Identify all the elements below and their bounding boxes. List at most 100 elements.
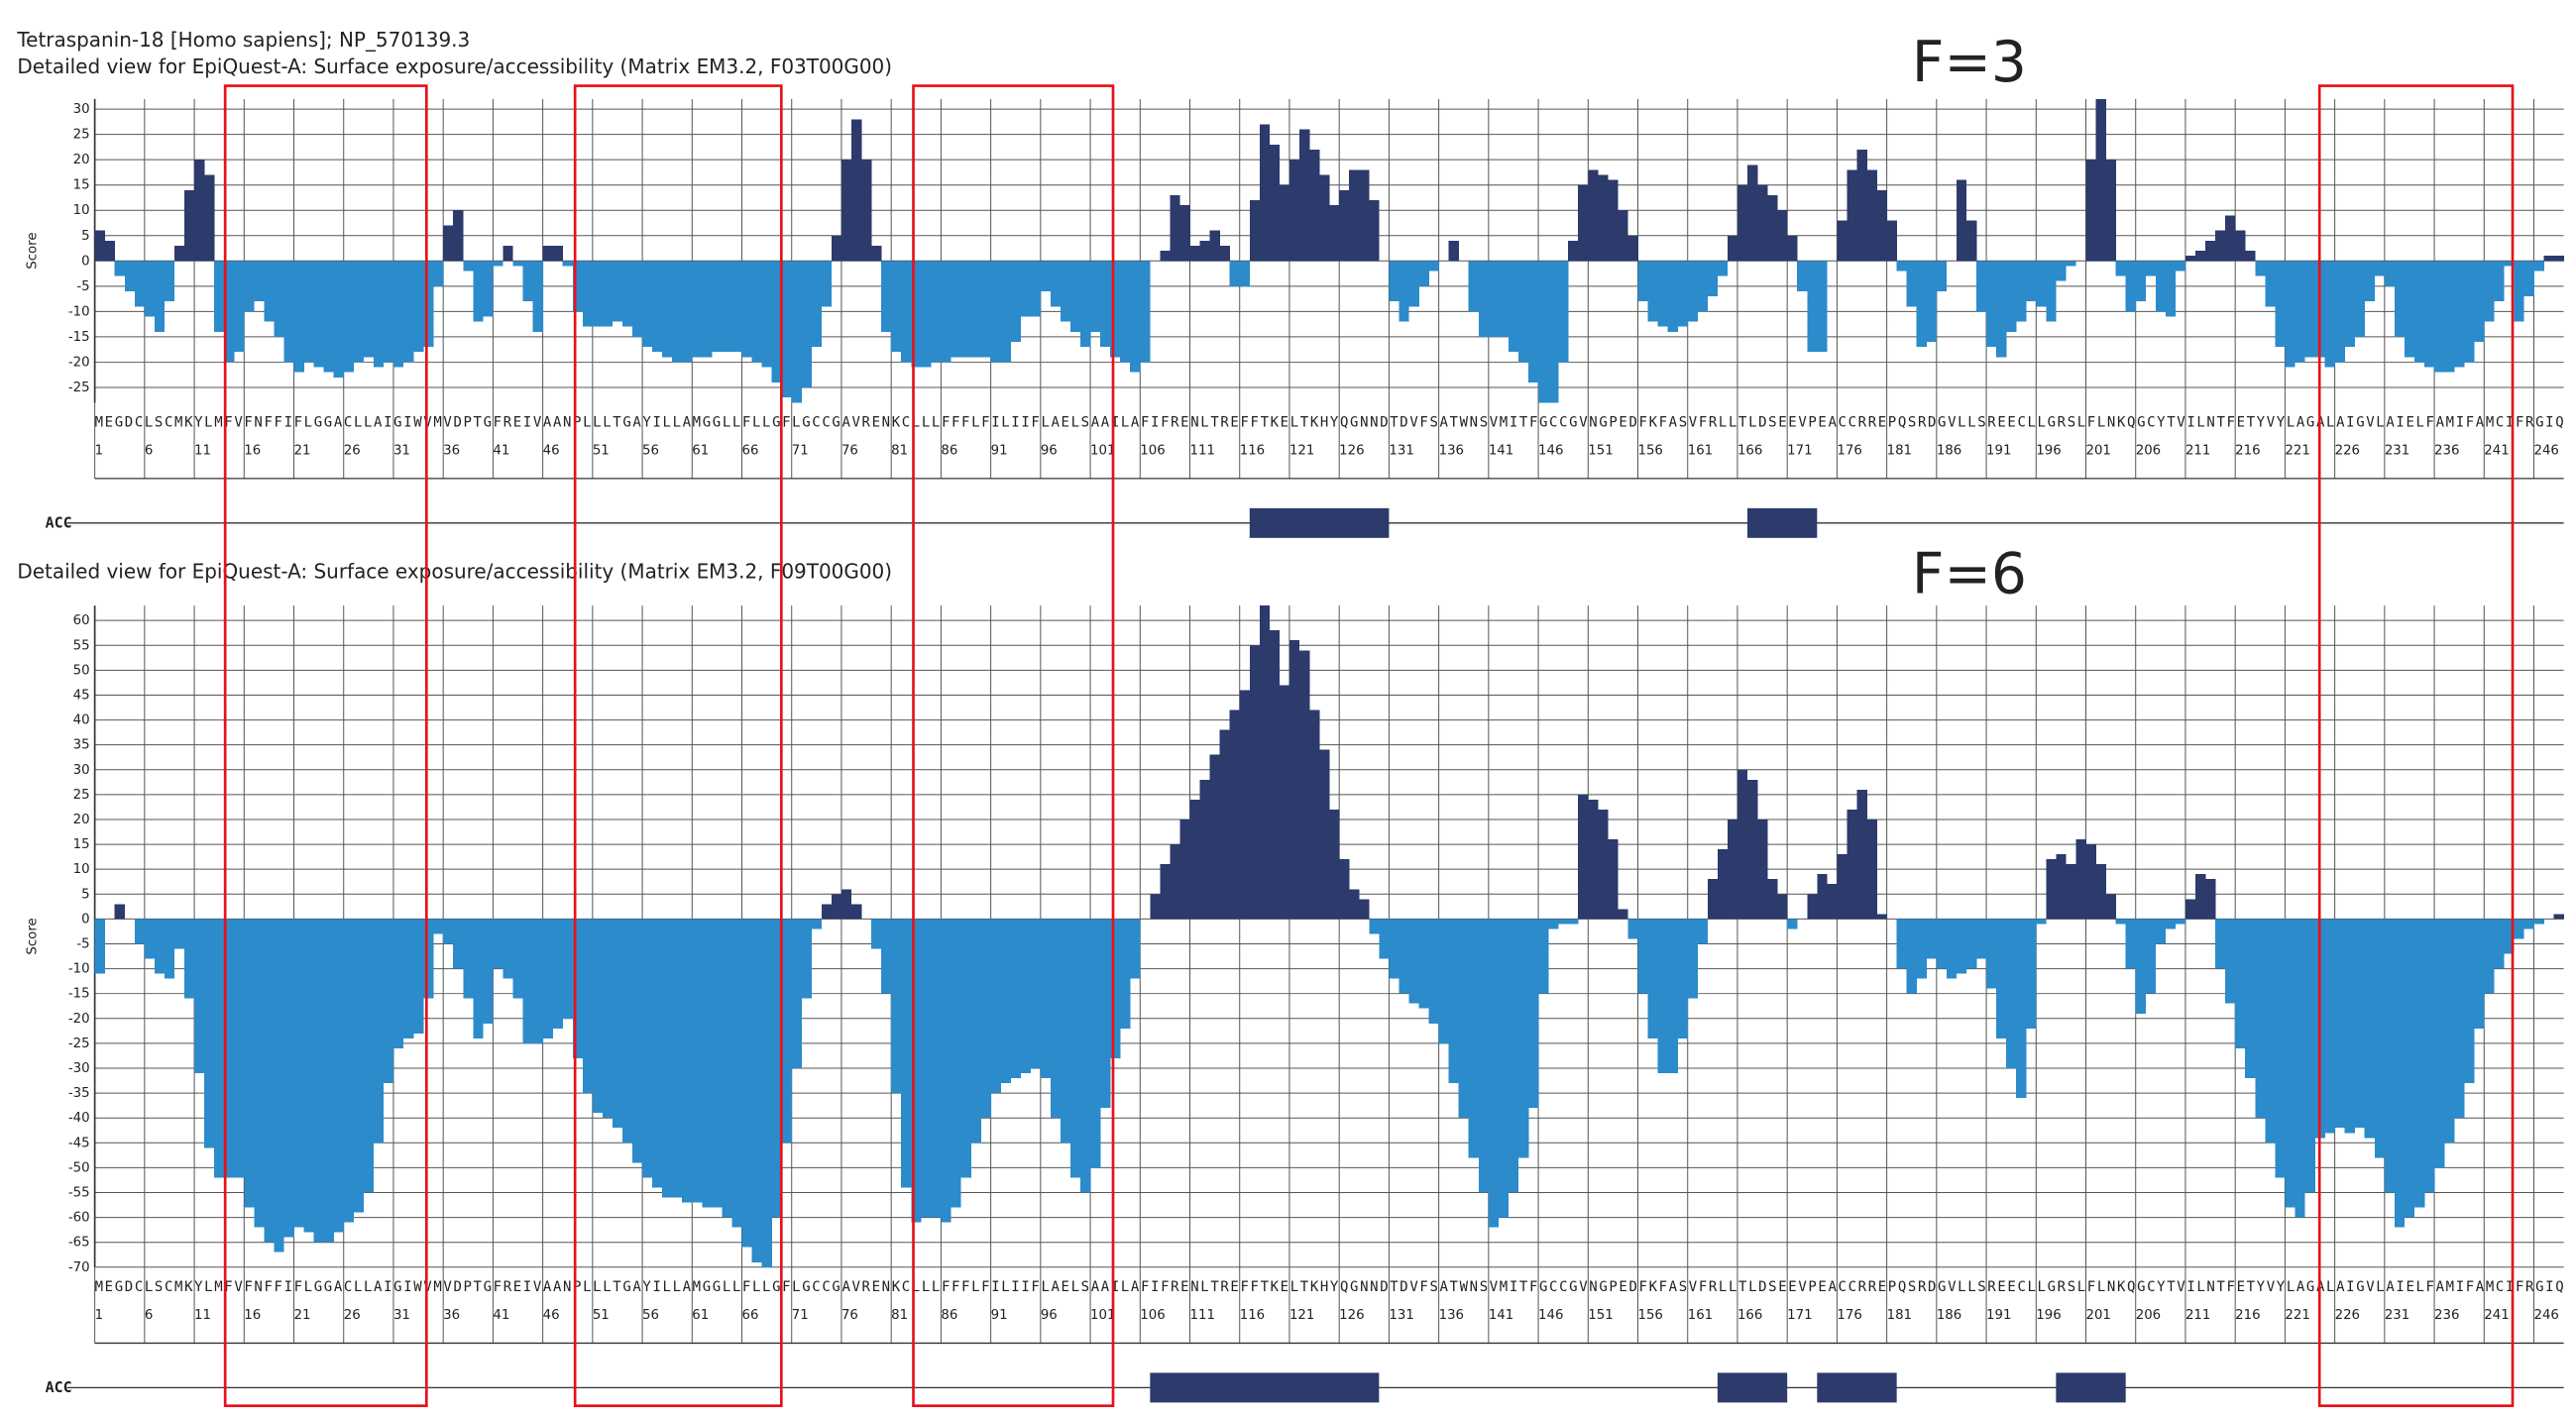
bar <box>1468 261 1480 312</box>
bar <box>114 904 126 920</box>
bar <box>1040 261 1052 291</box>
bar <box>2413 261 2425 363</box>
x-tick-label: 16 <box>244 1308 261 1323</box>
x-tick-label: 41 <box>493 1308 509 1323</box>
bar <box>1408 261 1419 307</box>
bar <box>392 261 404 368</box>
bar <box>2184 256 2196 262</box>
bar <box>2145 261 2157 276</box>
bar <box>194 160 205 262</box>
bar <box>2145 919 2157 994</box>
bar <box>2016 919 2027 1099</box>
bar <box>1906 261 1917 307</box>
bar <box>2056 854 2067 920</box>
bar <box>990 261 1001 363</box>
bar <box>2115 919 2126 925</box>
bar <box>1349 169 1360 262</box>
bar <box>234 919 245 1178</box>
bar <box>1677 261 1688 327</box>
bar <box>921 261 932 368</box>
x-tick-label: 46 <box>543 1308 560 1323</box>
bar <box>1568 240 1579 262</box>
bar <box>1727 235 1738 262</box>
y-tick-label: 5 <box>81 887 89 902</box>
bar <box>1657 261 1668 327</box>
bar <box>1598 174 1609 262</box>
bar <box>1259 124 1271 262</box>
bar <box>1677 919 1688 1038</box>
bar <box>1568 919 1579 925</box>
bar <box>1647 261 1658 322</box>
x-tick-label: 246 <box>2534 1308 2559 1323</box>
x-tick-label: 31 <box>393 444 410 459</box>
bar <box>2006 919 2017 1068</box>
bar <box>1777 894 1788 920</box>
x-tick-label: 216 <box>2235 444 2260 459</box>
bar <box>433 919 444 934</box>
bar <box>1060 261 1071 322</box>
y-tick-label: -65 <box>68 1236 90 1251</box>
acc-segment <box>1717 1372 1788 1403</box>
bar <box>1608 839 1619 920</box>
y-tick-label: 25 <box>73 128 90 143</box>
x-tick-label: 131 <box>1389 444 1413 459</box>
y-tick-label: -40 <box>68 1111 90 1126</box>
bar <box>722 261 732 353</box>
bar <box>1379 919 1390 959</box>
bar <box>1588 169 1599 262</box>
bar <box>801 261 813 387</box>
x-tick-label: 51 <box>593 1308 610 1323</box>
bar <box>552 919 563 1029</box>
bar <box>1637 261 1648 302</box>
bar <box>731 261 742 353</box>
bar <box>2235 230 2246 262</box>
bar <box>1389 261 1400 302</box>
bar <box>124 261 136 291</box>
y-tick-label: 30 <box>73 102 90 117</box>
bar <box>2046 859 2057 920</box>
bar <box>881 261 892 332</box>
bar <box>224 919 235 1178</box>
bar <box>493 261 504 267</box>
bar <box>293 261 304 373</box>
x-tick-label: 246 <box>2534 444 2559 459</box>
bar <box>2484 919 2495 994</box>
bar <box>1080 261 1091 348</box>
bar <box>2215 919 2226 969</box>
bar <box>453 919 464 969</box>
bar <box>1309 149 1320 262</box>
y-tick-label: 20 <box>73 813 90 827</box>
bar <box>383 261 394 363</box>
bar <box>1697 919 1709 944</box>
bar <box>2424 919 2435 1193</box>
bar <box>2115 261 2126 276</box>
x-tick-label: 76 <box>841 444 858 459</box>
bar <box>1558 261 1569 363</box>
bar <box>264 261 275 322</box>
bar <box>392 919 404 1048</box>
bar <box>1837 220 1848 262</box>
bar <box>951 919 961 1208</box>
bar <box>473 261 484 322</box>
x-tick-label: 121 <box>1289 1308 1314 1323</box>
x-tick-label: 136 <box>1439 444 1464 459</box>
bar <box>1269 144 1281 262</box>
bar <box>363 919 375 1193</box>
x-tick-label: 241 <box>2484 1308 2509 1323</box>
bar <box>204 174 215 262</box>
x-tick-label: 46 <box>543 444 560 459</box>
y-tick-label: 45 <box>73 688 90 703</box>
bar <box>761 261 772 368</box>
bar <box>483 261 494 317</box>
bar <box>2066 261 2076 267</box>
x-tick-label: 141 <box>1489 444 1513 459</box>
bar <box>522 261 533 302</box>
bar <box>433 261 444 286</box>
bar <box>1807 261 1818 353</box>
bar <box>1448 240 1459 262</box>
y-tick-label: -5 <box>76 936 89 951</box>
bar <box>850 119 862 262</box>
x-tick-label: 126 <box>1339 1308 1364 1323</box>
y-tick-label: 55 <box>73 638 90 653</box>
bar <box>1787 919 1798 929</box>
